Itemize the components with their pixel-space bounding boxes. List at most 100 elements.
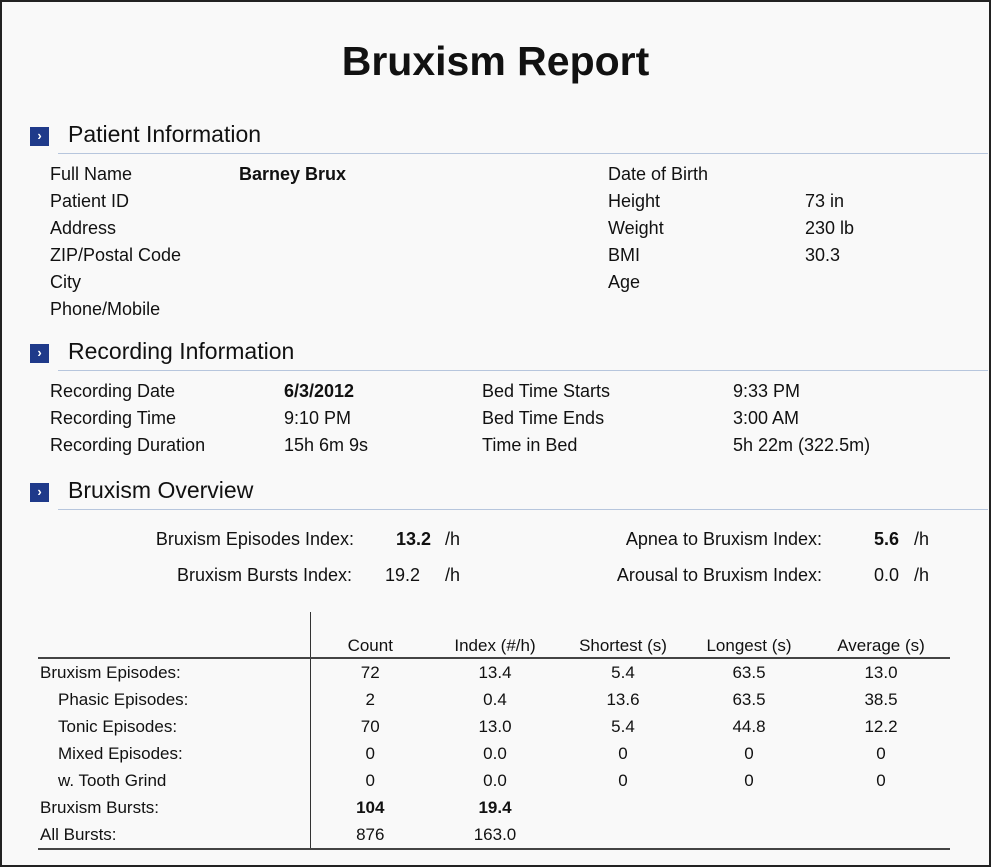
bursts-index-unit: /h (445, 565, 461, 585)
bed-end-value: 3:00 AM (733, 408, 800, 428)
cell-index: 19.4 (478, 797, 512, 817)
report-title: Bruxism Report (341, 38, 650, 84)
dob-label: Date of Birth (608, 164, 709, 184)
section-divider (58, 153, 988, 154)
cell-longest: 0 (744, 743, 754, 763)
table-row: Phasic Episodes: 2 0.4 13.6 63.5 38.5 (38, 686, 950, 713)
recording-time-label: Recording Time (50, 408, 177, 428)
row-label: Tonic Episodes: (38, 713, 311, 740)
cell-count: 104 (356, 797, 385, 817)
recording-duration-value: 15h 6m 9s (284, 435, 369, 455)
cell-count: 0 (365, 743, 375, 763)
recording-date-label: Recording Date (50, 381, 176, 401)
bed-start-label: Bed Time Starts (482, 381, 611, 401)
chevron-right-icon: › (30, 344, 49, 363)
bmi-value: 30.3 (805, 245, 841, 265)
zip-label: ZIP/Postal Code (50, 245, 182, 265)
arousal-index-value: 0.0 (874, 565, 900, 585)
cell-count: 72 (360, 662, 380, 682)
chevron-right-icon: › (30, 127, 49, 146)
table-header-average: Average (s) (812, 612, 950, 659)
height-value: 73 in (805, 191, 845, 211)
cell-shortest: 5.4 (611, 716, 635, 736)
phone-label: Phone/Mobile (50, 299, 161, 319)
cell-average: 13.0 (864, 662, 898, 682)
cell-average: 38.5 (864, 689, 898, 709)
cell-count: 876 (310, 821, 430, 850)
cell-average: 12.2 (864, 716, 898, 736)
weight-value: 230 lb (805, 218, 855, 238)
bmi-label: BMI (608, 245, 641, 265)
cell-shortest: 13.6 (606, 689, 640, 709)
cell-index: 13.4 (478, 662, 512, 682)
cell-shortest (560, 794, 686, 821)
apnea-index-unit: /h (914, 529, 930, 549)
table-header-row: Count Index (#/h) Shortest (s) Longest (… (38, 612, 950, 659)
table-row: Bruxism Bursts: 104 19.4 (38, 794, 950, 821)
episodes-index-value: 13.2 (396, 529, 432, 549)
age-label: Age (608, 272, 641, 292)
cell-longest: 0 (744, 770, 754, 790)
table-row: w. Tooth Grind 0 0.0 0 0 0 (38, 767, 950, 794)
cell-index: 0.0 (483, 743, 507, 763)
cell-average: 0 (876, 770, 886, 790)
table-header-longest: Longest (s) (686, 612, 812, 659)
cell-longest: 44.8 (732, 716, 766, 736)
cell-longest: 63.5 (732, 689, 766, 709)
cell-index: 0.0 (483, 770, 507, 790)
section-divider (58, 509, 988, 510)
section-divider (58, 370, 988, 371)
cell-shortest: 0 (618, 770, 628, 790)
bursts-index-label: Bruxism Bursts Index: (176, 565, 352, 585)
table-header-shortest: Shortest (s) (560, 612, 686, 659)
full-name-value: Barney Brux (239, 164, 347, 184)
time-in-bed-label: Time in Bed (482, 435, 578, 455)
row-label: Bruxism Bursts: (38, 794, 311, 821)
bed-end-label: Bed Time Ends (482, 408, 605, 428)
cell-longest: 63.5 (732, 662, 766, 682)
table-row: Mixed Episodes: 0 0.0 0 0 0 (38, 740, 950, 767)
apnea-index-label: Apnea to Bruxism Index: (625, 529, 822, 549)
table-header-index: Index (#/h) (430, 612, 560, 659)
row-label: Phasic Episodes: (38, 686, 311, 713)
time-in-bed-value: 5h 22m (322.5m) (733, 435, 871, 455)
cell-count: 70 (360, 716, 380, 736)
cell-average (812, 794, 950, 821)
patient-id-label: Patient ID (50, 191, 130, 211)
cell-average (812, 821, 950, 850)
row-label: Mixed Episodes: (38, 740, 311, 767)
weight-label: Weight (608, 218, 664, 238)
table-header-blank (38, 612, 311, 659)
city-label: City (50, 272, 81, 292)
cell-index: 13.0 (478, 716, 512, 736)
overview-section-title: Bruxism Overview (68, 477, 254, 503)
apnea-index-value: 5.6 (874, 529, 900, 549)
recording-time-value: 9:10 PM (284, 408, 352, 428)
chevron-right-icon: › (30, 483, 49, 502)
height-label: Height (608, 191, 661, 211)
cell-shortest (560, 821, 686, 850)
cell-index: 163.0 (430, 821, 560, 850)
cell-longest (686, 821, 812, 850)
bursts-index-value: 19.2 (385, 565, 421, 585)
cell-shortest: 5.4 (611, 662, 635, 682)
cell-longest (686, 794, 812, 821)
table-row: All Bursts: 876 163.0 (38, 821, 950, 850)
patient-section-title: Patient Information (68, 121, 262, 147)
cell-index: 0.4 (483, 689, 507, 709)
row-label: All Bursts: (38, 821, 311, 850)
cell-count: 2 (365, 689, 375, 709)
address-label: Address (50, 218, 117, 238)
table-row: Bruxism Episodes: 72 13.4 5.4 63.5 13.0 (38, 658, 950, 686)
arousal-index-label: Arousal to Bruxism Index: (616, 565, 822, 585)
row-label: w. Tooth Grind (38, 767, 311, 794)
cell-count: 0 (365, 770, 375, 790)
table-row: Tonic Episodes: 70 13.0 5.4 44.8 12.2 (38, 713, 950, 740)
arousal-index-unit: /h (914, 565, 930, 585)
recording-date-value: 6/3/2012 (284, 381, 355, 401)
recording-duration-label: Recording Duration (50, 435, 206, 455)
full-name-label: Full Name (50, 164, 133, 184)
episodes-index-unit: /h (445, 529, 461, 549)
row-label: Bruxism Episodes: (38, 658, 311, 686)
bed-start-value: 9:33 PM (733, 381, 801, 401)
